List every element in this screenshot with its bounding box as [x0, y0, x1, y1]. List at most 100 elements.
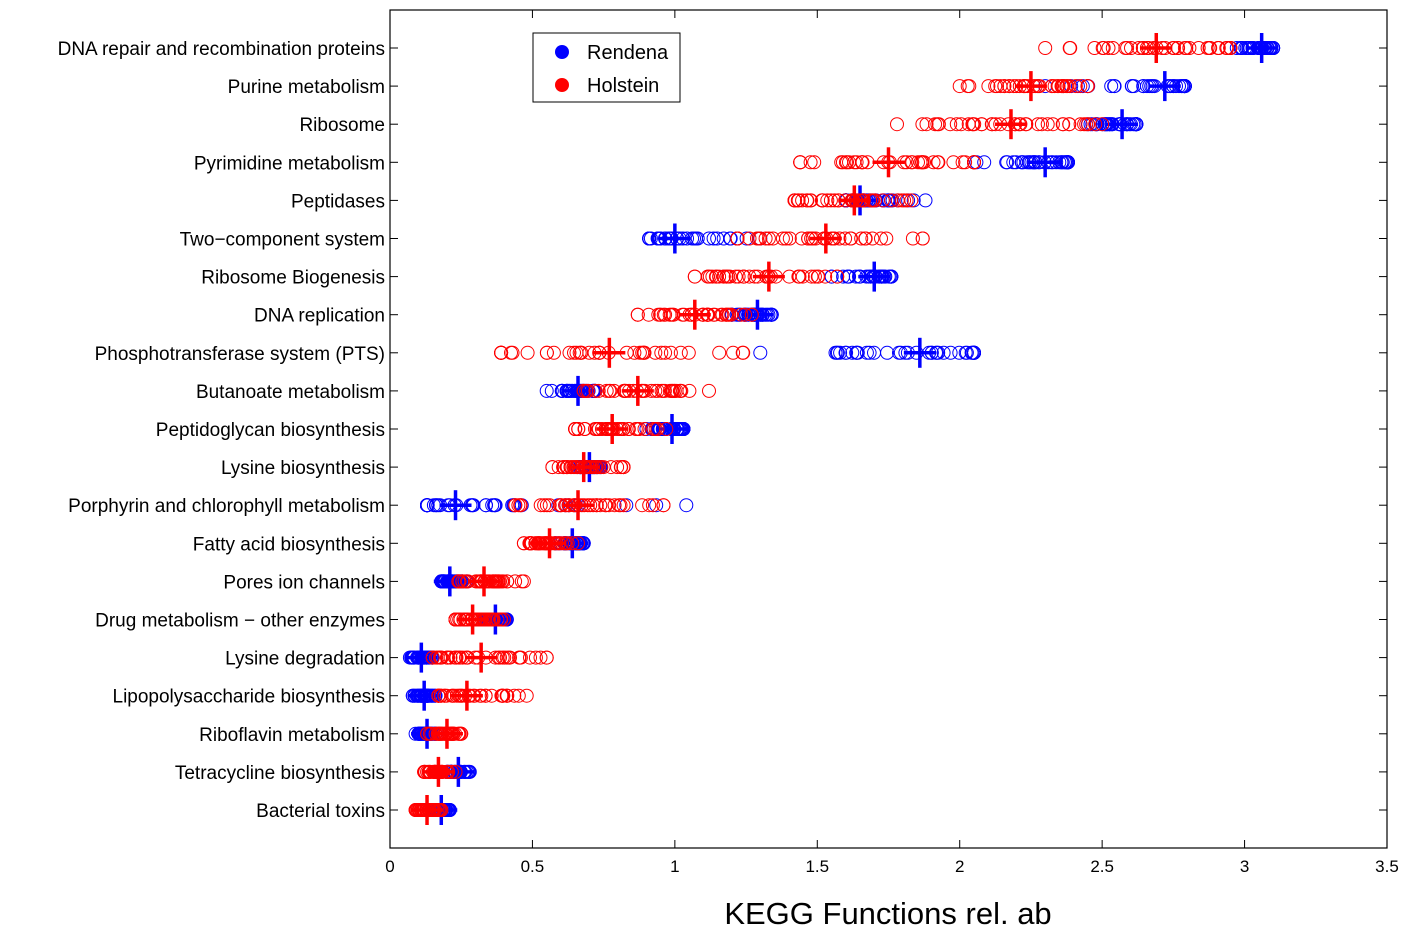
point-holstein [811, 269, 826, 284]
category-label: Phosphotransferase system (PTS) [95, 344, 385, 365]
category-label: DNA repair and recombination proteins [58, 39, 385, 60]
point-holstein [637, 422, 652, 436]
point-holstein [511, 688, 526, 703]
point-holstein [1191, 41, 1206, 55]
point-holstein [425, 650, 440, 665]
point-holstein [610, 460, 625, 475]
point-holstein [946, 155, 961, 170]
legend-label-holstein: Holstein [587, 75, 659, 97]
point-holstein [616, 498, 631, 513]
point-holstein [807, 155, 822, 170]
point-holstein [993, 79, 1008, 94]
point-holstein [439, 650, 454, 665]
point-holstein [820, 193, 835, 208]
point-holstein [818, 269, 833, 284]
x-tick-label: 0 [385, 857, 394, 876]
point-holstein [516, 536, 531, 551]
point-holstein [574, 345, 589, 360]
point-holstein [775, 231, 790, 246]
point-holstein [1056, 117, 1071, 132]
point-rendena [842, 269, 857, 284]
point-rendena [1229, 41, 1244, 55]
point-holstein [990, 79, 1004, 94]
point-holstein [712, 269, 727, 284]
point-holstein [658, 307, 673, 322]
point-holstein [642, 498, 657, 513]
point-rendena [706, 231, 721, 246]
point-holstein [712, 345, 727, 360]
point-holstein [849, 155, 864, 170]
point-holstein [546, 345, 561, 360]
point-holstein [858, 231, 873, 246]
point-holstein [737, 269, 751, 284]
point-holstein [915, 231, 930, 246]
x-axis-title: KEGG Functions rel. ab [724, 896, 1051, 928]
point-holstein [577, 422, 592, 436]
point-holstein [843, 231, 858, 246]
x-tick-label: 2.5 [1090, 857, 1114, 876]
point-holstein [830, 269, 845, 284]
point-holstein [448, 650, 463, 665]
point-holstein [958, 155, 973, 170]
point-holstein [501, 650, 516, 665]
point-rendena [679, 498, 694, 513]
point-rendena [544, 383, 559, 398]
point-holstein [803, 193, 818, 208]
point-holstein [494, 345, 509, 360]
point-holstein [499, 688, 514, 703]
point-holstein [952, 79, 967, 94]
point-holstein [1124, 41, 1138, 55]
point-holstein [646, 422, 661, 436]
point-holstein [493, 612, 508, 627]
point-holstein [840, 155, 854, 170]
category-label: Lipopolysaccharide biosynthesis [113, 687, 386, 708]
point-holstein [576, 383, 591, 398]
point-holstein [571, 422, 586, 436]
category-label: Lysine degradation [225, 649, 385, 670]
point-holstein [905, 231, 920, 246]
point-holstein [613, 498, 628, 513]
point-holstein [539, 345, 554, 360]
point-holstein [930, 155, 945, 170]
category-label: Two−component system [180, 230, 385, 251]
point-rendena [1008, 155, 1023, 170]
point-rendena [649, 498, 664, 513]
category-label: Riboflavin metabolism [199, 725, 385, 746]
point-holstein [607, 498, 622, 513]
point-holstein [967, 117, 982, 132]
point-rendena [977, 155, 992, 170]
point-rendena [420, 498, 434, 513]
point-holstein [1073, 117, 1088, 132]
point-holstein [758, 231, 773, 246]
point-holstein [728, 269, 743, 284]
point-rendena [1000, 155, 1015, 170]
point-holstein [974, 117, 989, 132]
category-label: Bacterial toxins [256, 801, 385, 822]
point-holstein [599, 498, 614, 513]
category-label: DNA replication [254, 306, 385, 327]
point-holstein [791, 269, 806, 284]
point-holstein [1062, 117, 1077, 132]
point-holstein [513, 498, 528, 513]
point-rendena [487, 498, 502, 513]
category-label: Ribosome [299, 115, 385, 136]
point-holstein [744, 307, 759, 322]
point-holstein [533, 650, 548, 665]
point-holstein [782, 231, 797, 246]
point-rendena [1014, 155, 1029, 170]
point-holstein [599, 383, 614, 398]
point-rendena [833, 345, 848, 360]
point-holstein [627, 345, 642, 360]
point-rendena [936, 345, 951, 360]
point-holstein [803, 155, 818, 170]
point-holstein [734, 307, 749, 322]
category-label: Porphyrin and chlorophyll metabolism [68, 496, 385, 517]
point-rendena [539, 383, 554, 398]
point-holstein [715, 307, 730, 322]
point-holstein [915, 117, 930, 132]
point-holstein [726, 345, 741, 360]
point-holstein [663, 345, 678, 360]
point-holstein [565, 536, 580, 551]
point-holstein [949, 117, 964, 132]
point-holstein [875, 193, 890, 208]
